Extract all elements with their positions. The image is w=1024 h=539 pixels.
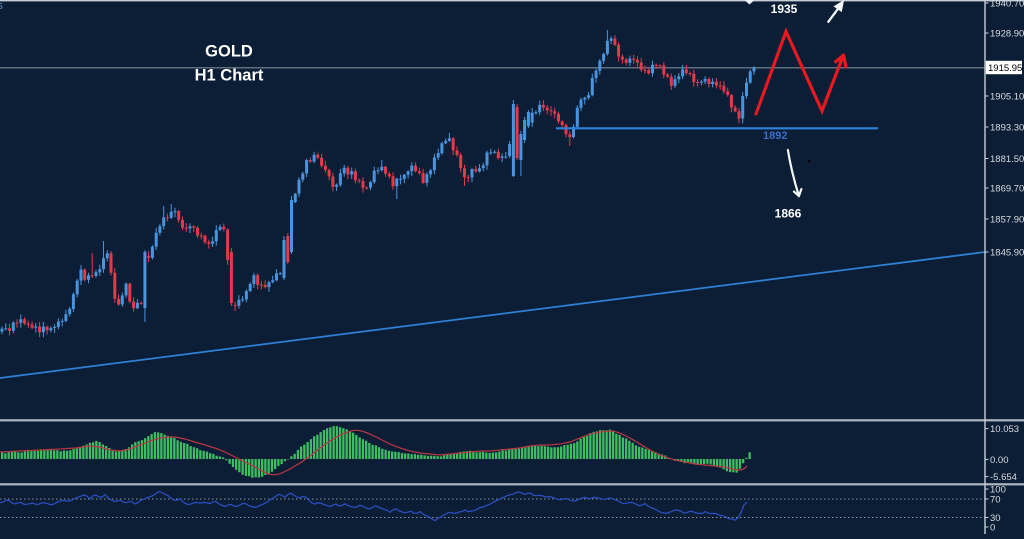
svg-text:1866: 1866 [775,206,802,220]
svg-text:1905.10: 1905.10 [990,91,1024,102]
svg-text:GOLD: GOLD [205,43,253,61]
svg-text:1935: 1935 [771,2,798,16]
svg-text:1915.95: 1915.95 [988,63,1022,74]
svg-text:1928.90: 1928.90 [990,28,1024,39]
svg-text:1892: 1892 [763,130,787,142]
svg-text:H1 Chart: H1 Chart [195,67,264,85]
svg-text:5: 5 [0,1,3,11]
svg-text:0: 0 [990,522,995,533]
svg-text:1845.90: 1845.90 [990,247,1024,258]
svg-text:1940.70: 1940.70 [990,0,1024,9]
svg-text:1857.90: 1857.90 [990,214,1024,225]
svg-text:0.00: 0.00 [990,455,1009,466]
svg-text:-5.654: -5.654 [990,472,1017,483]
svg-text:1869.70: 1869.70 [990,183,1024,194]
svg-text:30: 30 [990,513,1001,524]
svg-text:70: 70 [990,494,1001,505]
svg-text:1893.30: 1893.30 [990,122,1024,133]
svg-text:100: 100 [990,484,1006,495]
svg-text:1881.50: 1881.50 [990,154,1024,165]
svg-text:10.053: 10.053 [990,424,1019,435]
